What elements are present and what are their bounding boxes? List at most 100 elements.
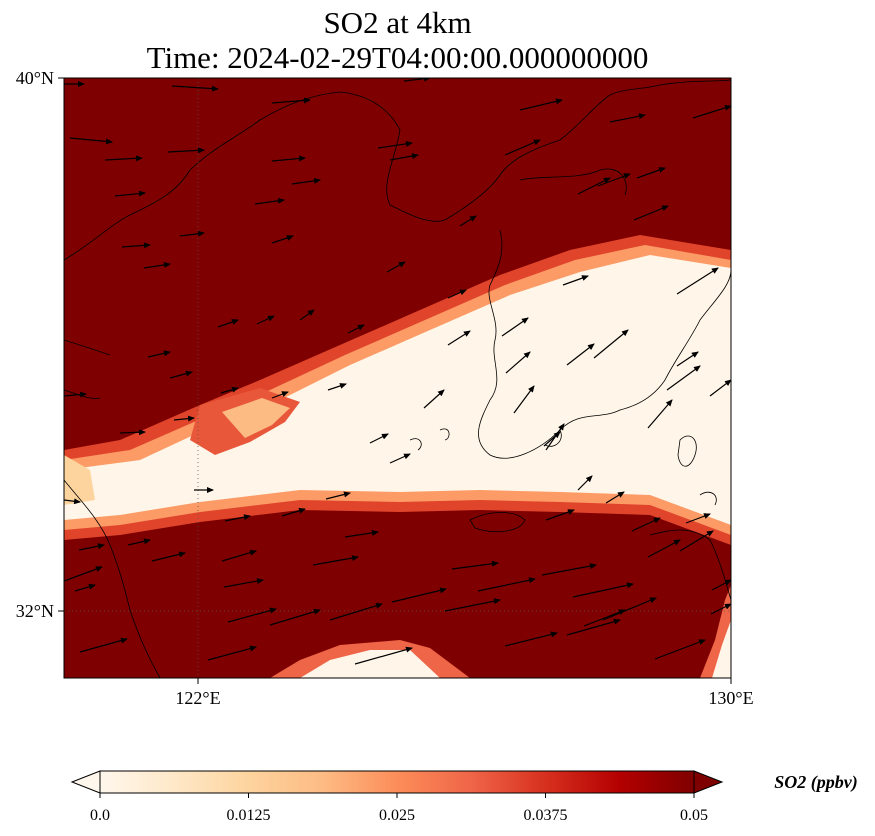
wind-arrow [451,560,499,570]
wind-arrow [501,317,529,337]
wind-arrow [593,329,629,359]
colorbar: 0.0 0.0125 0.025 0.0375 0.05 SO2 (ppbv) [70,770,858,824]
wind-arrow [710,603,731,615]
wind-arrow [562,275,589,286]
colorbar-extend-max [693,770,724,794]
wind-arrow [541,563,597,576]
wind-arrow [119,429,146,436]
wind-arrow [104,155,143,162]
plume-edge-lobe-inner [222,398,290,438]
colorbar-tick-3: 0.0375 [524,807,568,824]
wind-arrow [224,514,251,522]
wind-arrow [566,343,595,366]
wind-arrow [74,583,96,592]
wind-arrow [173,415,195,422]
wind-arrow [223,578,264,588]
wind-arrow [566,618,621,636]
wind-arrow [577,177,611,195]
wind-arrow [354,646,413,665]
wind-arrow [64,498,81,505]
wind-arrow [447,289,467,299]
axis-ticks [58,77,732,684]
wind-arrow [207,645,257,661]
wind-arrow [459,215,477,227]
wind-arrow [609,113,646,123]
wind-arrow [605,491,625,504]
colorbar-tick-0: 0.0 [90,807,110,824]
wind-arrow [423,389,445,409]
wind-arrow [256,315,275,325]
lon-label-130e: 130°E [708,688,753,708]
wind-arrow [299,309,315,321]
wind-arrow [325,491,351,500]
wind-arrow [676,351,699,367]
colorbar-tick-4: 0.05 [680,807,708,824]
wind-arrow [602,597,657,621]
map-subtitle-time: Time: 2024-02-29T04:00:00.000000000 [146,40,649,75]
wind-arrow [347,324,365,334]
wind-arrow [597,173,631,187]
colorbar-tick-1: 0.0125 [227,807,271,824]
wind-arrow [64,566,103,582]
wind-arrow [666,365,701,391]
wind-arrow [147,350,171,358]
wind-arrow [281,507,306,517]
low-so2-bottom-right-inner [300,650,440,678]
wind-arrow [271,97,311,104]
wind-arrow [391,587,447,603]
wind-arrow [633,205,669,221]
wind-arrow [444,598,501,612]
wind-arrow [545,509,575,521]
wind-arrow [389,453,411,464]
lon-label-122e: 122°E [175,688,220,708]
wind-arrow [647,399,673,429]
coastlines [64,79,731,678]
wind-arrow [127,538,151,546]
wind-arrow [647,539,681,558]
colorbar-gradient [99,770,695,794]
lat-label-32n: 32°N [16,601,54,621]
wind-arrow [329,602,383,621]
so2-field [64,78,731,678]
lat-label-40n: 40°N [16,68,54,88]
wind-arrow [519,98,563,111]
wind-arrow [504,631,558,647]
wind-arrow [377,140,413,149]
wind-arrow [327,383,347,391]
wind-arrow [676,267,719,295]
wind-arrow [79,637,128,653]
wind-arrow [386,261,406,273]
wind-arrow [220,386,239,394]
wind-arrow [543,431,561,447]
gridlines [64,78,731,678]
wind-arrow [64,391,87,398]
wind-arrow [679,530,714,552]
wind-arrow [143,261,171,269]
wind-arrow [513,385,535,414]
wind-arrow [344,529,379,538]
wind-arrow [254,197,285,205]
wind-arrow [114,190,146,197]
wind-vectors [64,78,731,665]
low-so2-right-edge-inner [712,620,731,678]
wind-arrow [169,370,193,379]
wind-arrow [369,433,389,444]
wind-arrow [692,104,731,119]
wind-arrow [447,330,471,346]
wind-arrow [171,85,219,92]
wind-arrow [477,577,536,592]
wind-arrow [221,549,257,562]
wind-arrow [271,235,294,244]
wind-arrow [269,608,321,626]
wind-arrow [217,319,239,328]
wind-arrow [291,177,321,185]
wind-arrow [227,607,277,623]
wind-arrow [685,513,711,524]
wind-arrow [271,391,289,399]
wind-arrow [121,242,151,249]
wind-arrow [709,379,731,397]
colorbar-label: SO2 (ppbv) [774,772,858,793]
wind-arrow [583,609,626,627]
wind-arrow [572,582,634,598]
